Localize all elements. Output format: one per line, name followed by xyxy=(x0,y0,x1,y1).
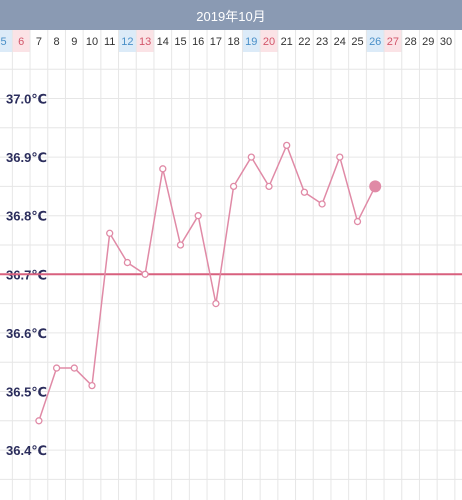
weekend-day-bg xyxy=(384,30,402,52)
day-label: 7 xyxy=(36,36,42,48)
day-label: 30 xyxy=(440,36,452,48)
day-label: 20 xyxy=(263,36,275,48)
month-header: 2019年10月 xyxy=(0,0,462,30)
y-tick-label: 36.6℃ xyxy=(6,326,47,341)
day-label: 24 xyxy=(334,36,346,48)
day-label: 13 xyxy=(139,36,151,48)
data-point xyxy=(141,270,149,278)
weekend-day-bg xyxy=(260,30,278,52)
day-label: 29 xyxy=(422,36,434,48)
data-point xyxy=(283,141,291,150)
y-tick-label: 36.5℃ xyxy=(6,385,47,400)
day-label: 28 xyxy=(404,36,416,48)
data-point xyxy=(229,182,238,191)
day-label: 26 xyxy=(369,36,381,48)
temperature-points xyxy=(35,141,382,425)
day-label-row: 5 6 7 8 9 10 11 12 13 14 15 16 17 18 19 20 21 22 23 24 25 26 2… xyxy=(0,36,452,48)
month-title: 2019年10月 xyxy=(196,8,266,24)
data-point xyxy=(194,212,202,220)
data-point xyxy=(318,200,326,208)
data-point xyxy=(336,153,344,161)
weekend-day-bg xyxy=(12,30,31,52)
y-tick-label: 36.4℃ xyxy=(6,443,47,458)
data-point xyxy=(159,165,167,173)
day-label: 23 xyxy=(316,36,328,48)
data-point xyxy=(88,381,96,390)
day-label: 8 xyxy=(54,36,60,48)
data-point xyxy=(52,364,61,372)
day-label: 22 xyxy=(298,36,310,48)
day-label: 18 xyxy=(227,36,239,48)
y-tick-label: 36.8℃ xyxy=(6,209,47,224)
day-label: 12 xyxy=(121,36,133,48)
day-label: 25 xyxy=(351,36,363,48)
grid-lines xyxy=(0,30,462,500)
data-point xyxy=(212,299,220,308)
data-point xyxy=(70,364,78,372)
data-point xyxy=(247,153,255,161)
y-tick-label: 36.9℃ xyxy=(6,150,47,165)
day-label: 9 xyxy=(71,36,77,48)
day-label: 16 xyxy=(192,36,204,48)
day-label: 11 xyxy=(104,36,115,48)
weekend-day-bg xyxy=(136,30,154,52)
data-point xyxy=(176,241,185,249)
weekend-column-backgrounds xyxy=(0,30,402,52)
day-label: 27 xyxy=(387,36,399,48)
day-label: 14 xyxy=(157,36,169,48)
data-point xyxy=(106,229,114,237)
day-label: 5 xyxy=(0,36,6,48)
data-point xyxy=(300,188,309,196)
data-point xyxy=(123,258,132,267)
data-point xyxy=(265,182,273,191)
day-label: 15 xyxy=(174,36,186,48)
data-point xyxy=(353,217,362,226)
day-label: 19 xyxy=(245,36,257,48)
latest-data-point xyxy=(369,180,382,193)
y-tick-label: 37.0℃ xyxy=(6,92,47,107)
data-point xyxy=(35,417,43,425)
weekend-day-bg xyxy=(366,30,385,52)
day-label: 17 xyxy=(210,36,222,48)
day-label: 10 xyxy=(86,36,98,48)
weekend-day-bg xyxy=(242,30,261,52)
weekend-day-bg xyxy=(118,30,137,52)
day-label: 21 xyxy=(281,36,293,48)
weekend-day-bg xyxy=(0,30,13,52)
day-label: 6 xyxy=(18,36,24,48)
